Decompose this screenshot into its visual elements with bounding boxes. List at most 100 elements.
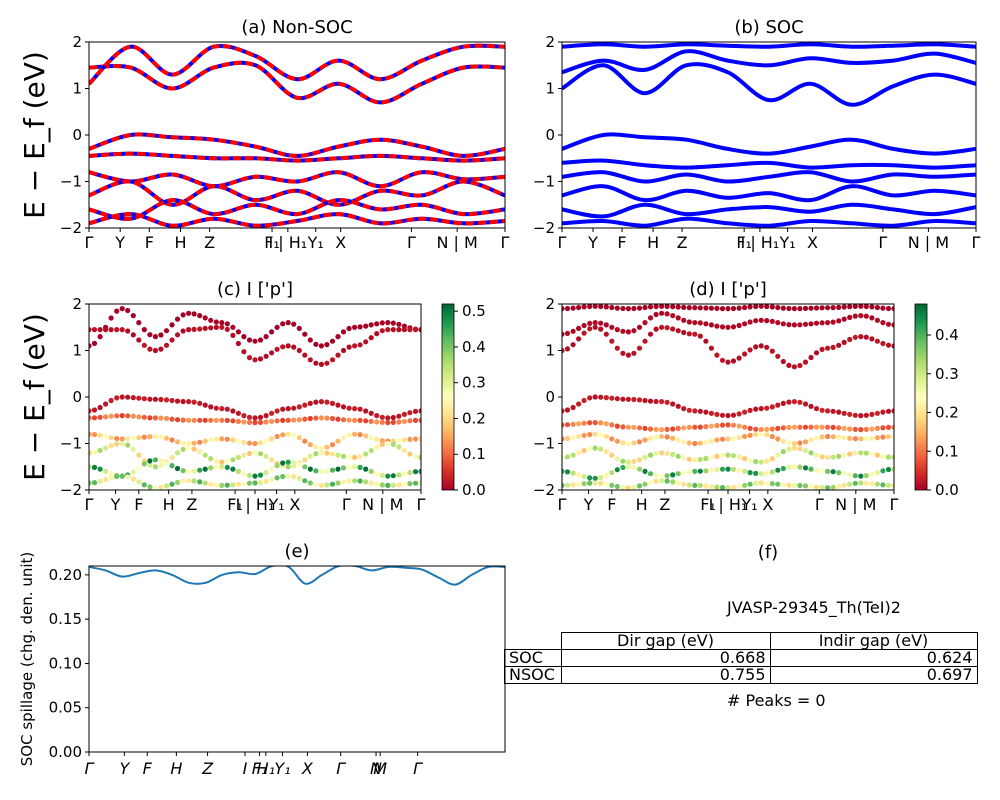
band-point xyxy=(174,316,181,322)
band-point xyxy=(797,464,803,470)
band-point xyxy=(719,412,726,418)
band-point xyxy=(659,310,665,316)
band-point xyxy=(318,343,324,349)
band-point xyxy=(97,447,103,454)
band-point xyxy=(230,324,236,330)
band-point xyxy=(257,337,264,343)
band-point xyxy=(89,408,92,414)
band-point xyxy=(313,451,319,457)
band-point xyxy=(802,483,809,489)
gap-table-row-soc: SOC 0.668 0.624 xyxy=(504,649,978,667)
band-point xyxy=(636,439,643,445)
band-point xyxy=(786,482,792,488)
band-point xyxy=(564,435,571,442)
band-point xyxy=(791,440,798,447)
band-point xyxy=(141,327,147,333)
panel-a-bands xyxy=(89,43,505,228)
band-point xyxy=(263,438,269,444)
band-point xyxy=(631,458,637,465)
band-point xyxy=(764,318,770,324)
band-point xyxy=(285,343,291,349)
band-point xyxy=(874,452,881,458)
band-point xyxy=(681,406,687,412)
band-point xyxy=(647,452,654,458)
band-point xyxy=(802,401,809,407)
panel-b-bands xyxy=(562,42,976,228)
band-point xyxy=(230,457,236,463)
band-point xyxy=(825,305,831,311)
band-line xyxy=(89,132,505,158)
band-point xyxy=(130,446,136,452)
band-point xyxy=(180,446,186,452)
band-point xyxy=(758,459,764,465)
band-point xyxy=(385,482,391,488)
band-point xyxy=(775,452,781,458)
band-point xyxy=(576,421,582,427)
x-tick-label: Y₁ xyxy=(274,759,290,778)
band-point xyxy=(791,424,798,430)
band-point xyxy=(302,478,308,484)
band-point xyxy=(302,352,308,358)
band-point xyxy=(880,340,886,347)
gap-table-row-label: NSOC xyxy=(504,666,562,684)
band-point xyxy=(130,469,136,475)
band-point xyxy=(208,456,214,462)
band-point xyxy=(570,404,576,411)
band-point xyxy=(252,480,258,486)
band-point xyxy=(847,336,853,343)
band-point xyxy=(158,396,164,403)
band-point xyxy=(780,449,786,455)
band-point xyxy=(780,400,786,406)
band-point xyxy=(636,305,643,311)
band-point xyxy=(758,471,764,477)
band-point xyxy=(324,342,330,348)
band-point xyxy=(891,424,894,430)
x-tick-label: I xyxy=(243,759,248,778)
band-point xyxy=(659,478,665,484)
panel-e-frame xyxy=(88,565,506,753)
band-point xyxy=(235,410,241,416)
band-point xyxy=(158,415,164,421)
x-tick-label: F₁ xyxy=(252,759,268,778)
band-point xyxy=(202,417,208,423)
band-point xyxy=(830,434,836,440)
band-point xyxy=(869,481,875,487)
band-point xyxy=(775,467,781,473)
band-point xyxy=(598,480,604,486)
band-point xyxy=(653,311,659,318)
band-point xyxy=(307,337,313,343)
band-point xyxy=(346,325,352,332)
band-point xyxy=(885,342,892,348)
band-point xyxy=(625,396,632,402)
band-point xyxy=(202,452,208,458)
band-point xyxy=(636,457,643,463)
band-point xyxy=(603,331,609,337)
band-point xyxy=(692,440,698,447)
band-point xyxy=(714,484,720,490)
band-point xyxy=(324,450,330,456)
band-point xyxy=(152,334,158,340)
band-point xyxy=(636,324,643,330)
colorbar-tick-label: 0.0 xyxy=(462,481,486,499)
band-point xyxy=(396,321,402,327)
band-point xyxy=(830,408,836,414)
band-point xyxy=(775,425,781,431)
band-point xyxy=(340,435,347,441)
band-point xyxy=(747,457,753,463)
band-line xyxy=(562,132,976,156)
x-tick-label: Γ xyxy=(501,233,510,252)
band-point xyxy=(708,483,715,490)
band-point xyxy=(91,340,98,346)
band-point xyxy=(379,438,385,444)
band-point xyxy=(813,467,820,473)
band-point xyxy=(246,355,253,361)
band-point xyxy=(609,436,615,442)
x-tick-label: Γ xyxy=(342,495,351,514)
band-point xyxy=(257,472,264,478)
band-point xyxy=(407,418,413,424)
band-point xyxy=(296,417,302,423)
band-point xyxy=(819,434,825,440)
band-point xyxy=(208,465,214,471)
band-point xyxy=(208,325,214,331)
